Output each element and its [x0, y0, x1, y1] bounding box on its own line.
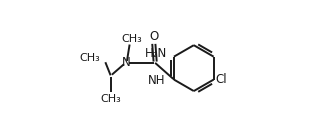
Text: N: N: [122, 56, 131, 69]
Text: CH₃: CH₃: [79, 53, 100, 63]
Text: Cl: Cl: [215, 73, 227, 86]
Text: CH₃: CH₃: [121, 34, 142, 44]
Text: CH₃: CH₃: [100, 94, 121, 104]
Text: H₂N: H₂N: [144, 47, 167, 60]
Text: NH: NH: [148, 74, 166, 87]
Text: O: O: [149, 30, 158, 43]
